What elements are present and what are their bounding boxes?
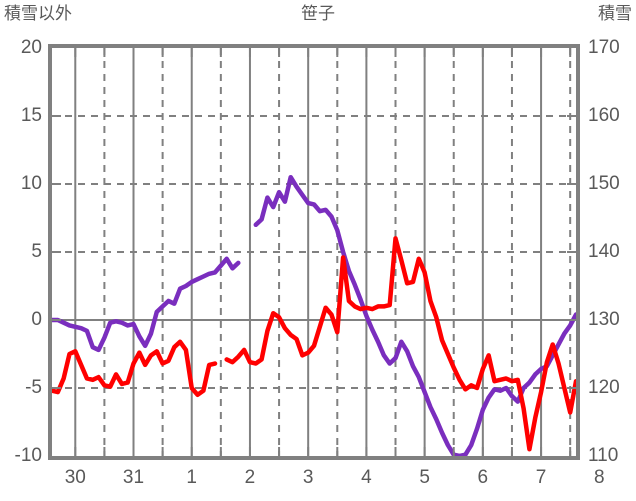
series-line-1 bbox=[52, 256, 241, 353]
ytick-right-label: 140 bbox=[588, 241, 620, 262]
xtick-label: 30 bbox=[64, 467, 86, 488]
ytick-left-label: 20 bbox=[20, 37, 42, 58]
ytick-right-label: 110 bbox=[588, 445, 619, 466]
right-axis-title: 積雪 bbox=[598, 4, 632, 23]
ytick-right-label: 160 bbox=[588, 105, 620, 126]
ytick-right-label: 120 bbox=[588, 377, 620, 398]
series-line-2 bbox=[224, 236, 576, 452]
xtick-label: 31 bbox=[122, 467, 145, 488]
xtick-label: 4 bbox=[361, 467, 372, 488]
ytick-right-label: 170 bbox=[588, 37, 620, 58]
ytick-left-label: 5 bbox=[31, 241, 42, 262]
xtick-label: 2 bbox=[244, 467, 256, 488]
ytick-left-label: 0 bbox=[31, 309, 42, 330]
plot-svg bbox=[52, 48, 576, 456]
ytick-right-label: 130 bbox=[588, 309, 620, 330]
ytick-right-label: 150 bbox=[588, 173, 620, 194]
page-title: 笹子 bbox=[301, 4, 335, 23]
plot-inner bbox=[52, 48, 576, 456]
xtick-label: 3 bbox=[302, 467, 314, 488]
xtick-label: 6 bbox=[477, 467, 489, 488]
ytick-left-label: -10 bbox=[14, 445, 42, 466]
series-line-2 bbox=[52, 339, 218, 398]
xtick-label: 1 bbox=[186, 467, 197, 488]
xtick-label: 7 bbox=[535, 467, 547, 488]
ytick-left-label: 10 bbox=[20, 173, 42, 194]
plot-area bbox=[48, 44, 580, 460]
left-axis-title: 積雪以外 bbox=[4, 4, 72, 23]
ytick-left-label: -5 bbox=[25, 377, 42, 398]
series-line-1 bbox=[253, 174, 576, 456]
ytick-left-label: 15 bbox=[20, 105, 42, 126]
xtick-label: 5 bbox=[419, 467, 430, 488]
xtick-label: 8 bbox=[593, 467, 605, 488]
